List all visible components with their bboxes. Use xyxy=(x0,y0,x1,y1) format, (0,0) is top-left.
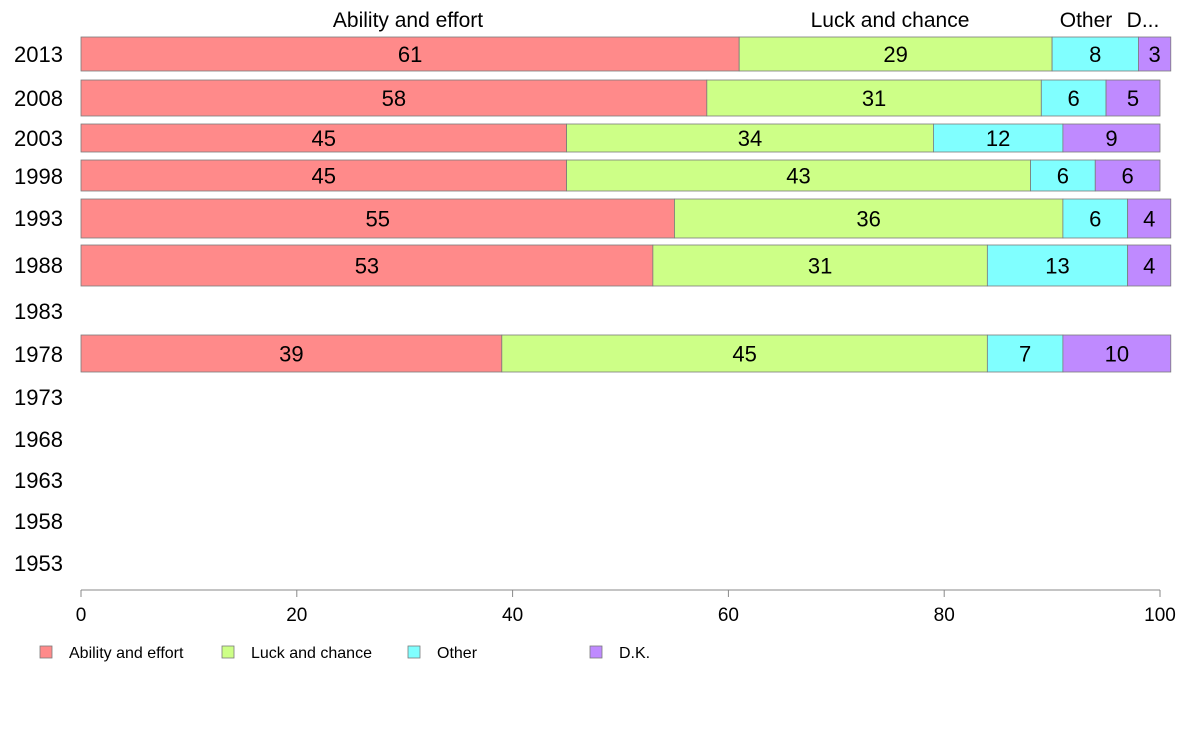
bar-segment-1998-3 xyxy=(1094,159,1161,192)
legend-swatch-3 xyxy=(589,645,603,659)
year-label-1983: 1983 xyxy=(14,299,63,324)
bar-segment-1988-0 xyxy=(80,244,654,287)
bar-segment-2008-3 xyxy=(1105,79,1161,117)
value-label-1988-0: 53 xyxy=(355,254,379,279)
bar-segment-2013-1 xyxy=(738,36,1053,72)
top-label-other: Other xyxy=(1060,9,1113,32)
year-label-1988: 1988 xyxy=(14,253,63,278)
bar-segment-1988-3 xyxy=(1127,244,1172,287)
top-label-luck: Luck and chance xyxy=(811,9,970,32)
legend-swatch-2 xyxy=(407,645,421,659)
y-axis-tick-labels: 2013 2008 2003 1998 1993 1988 1983 1978 1973 1968… xyxy=(14,42,63,576)
legend-label-1: Luck and chance xyxy=(251,645,372,662)
value-label-2003-0: 45 xyxy=(312,126,336,151)
value-label-1993-1: 36 xyxy=(856,207,880,232)
bar-segment-2003-1 xyxy=(566,123,934,153)
year-label-2008: 2008 xyxy=(14,86,63,111)
year-label-2003: 2003 xyxy=(14,126,63,151)
value-label-2003-1: 34 xyxy=(738,126,762,151)
year-label-2013: 2013 xyxy=(14,42,63,67)
bar-segment-2013-3 xyxy=(1138,36,1172,72)
bar-segment-2008-2 xyxy=(1040,79,1107,117)
value-label-1998-2: 6 xyxy=(1057,164,1069,189)
top-label-ability: Ability and effort xyxy=(333,9,483,32)
x-tick-label-80: 80 xyxy=(934,605,955,626)
value-label-1988-1: 31 xyxy=(808,254,832,279)
value-label-2013-3: 3 xyxy=(1148,42,1160,67)
x-tick-label-40: 40 xyxy=(502,605,523,626)
x-tick-label-0: 0 xyxy=(76,605,87,626)
x-tick-label-60: 60 xyxy=(718,605,739,626)
legend-label-0: Ability and effort xyxy=(69,645,184,662)
value-label-1978-3: 10 xyxy=(1105,342,1129,367)
year-label-1998: 1998 xyxy=(14,164,63,189)
value-label-2013-2: 8 xyxy=(1089,42,1101,67)
value-label-2008-0: 58 xyxy=(382,86,406,111)
bar-segment-2003-0 xyxy=(80,123,567,153)
bar-segment-2013-2 xyxy=(1051,36,1139,72)
value-label-2003-2: 12 xyxy=(986,126,1010,151)
top-label-dk: D... xyxy=(1127,9,1160,32)
bar-segment-1978-3 xyxy=(1062,334,1172,373)
legend-label-3: D.K. xyxy=(619,645,650,662)
bar-segment-2008-1 xyxy=(706,79,1042,117)
value-label-2008-1: 31 xyxy=(862,86,886,111)
bar-segment-1993-1 xyxy=(674,198,1064,239)
legend-swatch-0 xyxy=(39,645,53,659)
value-label-2013-0: 61 xyxy=(398,42,422,67)
value-label-2008-3: 5 xyxy=(1127,86,1139,111)
bar-segment-1988-2 xyxy=(986,244,1129,287)
x-tick-label-100: 100 xyxy=(1144,605,1176,626)
value-label-1993-2: 6 xyxy=(1089,207,1101,232)
year-label-1978: 1978 xyxy=(14,342,63,367)
bar-segment-1993-0 xyxy=(80,198,675,239)
value-label-2003-3: 9 xyxy=(1105,126,1117,151)
bar-segment-1998-1 xyxy=(566,159,1031,192)
year-label-1963: 1963 xyxy=(14,468,63,493)
legend-label-2: Other xyxy=(437,645,478,662)
bar-segment-1998-0 xyxy=(80,159,567,192)
bar-segment-2008-0 xyxy=(80,79,708,117)
value-label-1993-0: 55 xyxy=(365,207,389,232)
value-label-1998-0: 45 xyxy=(312,164,336,189)
bar-segment-2003-3 xyxy=(1062,123,1161,153)
bar-segment-1978-2 xyxy=(986,334,1064,373)
segment-value-labels: 61 29 8 358 31 6 545 34 12 945 43 6 655 36 6 453 31 13 439… xyxy=(279,42,1161,367)
value-label-1993-3: 4 xyxy=(1143,207,1155,232)
value-label-1988-2: 13 xyxy=(1045,254,1069,279)
value-label-1998-3: 6 xyxy=(1122,164,1134,189)
year-label-1973: 1973 xyxy=(14,385,63,410)
top-series-labels: Ability and effort Luck and chance Other… xyxy=(333,9,1159,32)
value-label-1978-1: 45 xyxy=(732,342,756,367)
year-label-1993: 1993 xyxy=(14,206,63,231)
value-label-1978-2: 7 xyxy=(1019,342,1031,367)
value-label-1978-0: 39 xyxy=(279,342,303,367)
value-label-2013-1: 29 xyxy=(883,42,907,67)
bar-segments xyxy=(80,36,1172,373)
bar-segment-1988-1 xyxy=(652,244,988,287)
bar-segment-1993-3 xyxy=(1127,198,1172,239)
value-label-2008-2: 6 xyxy=(1068,86,1080,111)
value-label-1998-1: 43 xyxy=(786,164,810,189)
bar-segment-1978-0 xyxy=(80,334,503,373)
legend-swatch-1 xyxy=(221,645,235,659)
x-axis: 0 20 40 60 80 100 xyxy=(76,589,1176,626)
year-label-1953: 1953 xyxy=(14,551,63,576)
year-label-1958: 1958 xyxy=(14,509,63,534)
year-label-1968: 1968 xyxy=(14,427,63,452)
value-label-1988-3: 4 xyxy=(1143,254,1155,279)
bar-segment-2013-0 xyxy=(80,36,740,72)
legend: Ability and effort Luck and chance Other D.… xyxy=(39,645,650,662)
x-tick-label-20: 20 xyxy=(286,605,307,626)
bar-segment-1993-2 xyxy=(1062,198,1129,239)
